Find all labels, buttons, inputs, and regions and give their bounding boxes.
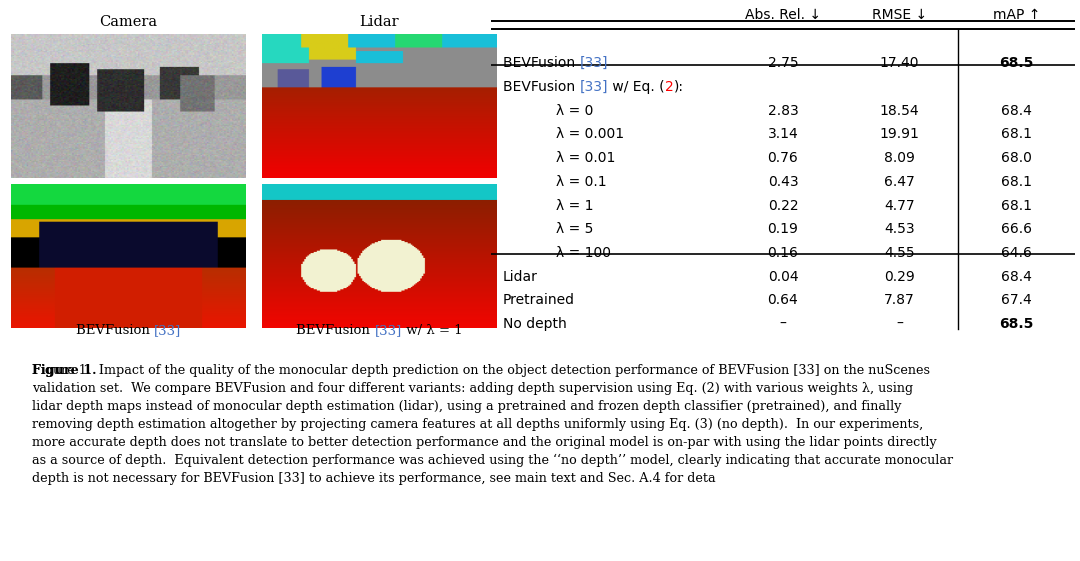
Text: 68.0: 68.0 bbox=[1001, 151, 1031, 165]
Text: 0.16: 0.16 bbox=[768, 246, 798, 260]
Text: 68.4: 68.4 bbox=[1001, 270, 1031, 284]
Text: 17.40: 17.40 bbox=[880, 56, 919, 70]
Text: Figure 1.: Figure 1. bbox=[32, 364, 97, 377]
Text: –: – bbox=[780, 317, 786, 331]
Text: λ = 0.001: λ = 0.001 bbox=[555, 127, 623, 141]
Text: 7.87: 7.87 bbox=[885, 293, 915, 307]
Text: 19.91: 19.91 bbox=[880, 127, 919, 141]
Text: Lidar: Lidar bbox=[360, 15, 400, 29]
Text: 67.4: 67.4 bbox=[1001, 293, 1031, 307]
Text: 0.64: 0.64 bbox=[768, 293, 798, 307]
Text: BEVFusion: BEVFusion bbox=[503, 56, 580, 70]
Text: 68.1: 68.1 bbox=[1001, 127, 1031, 141]
Text: λ = 1: λ = 1 bbox=[555, 199, 593, 213]
Text: BEVFusion: BEVFusion bbox=[296, 324, 375, 338]
Text: λ = 100: λ = 100 bbox=[555, 246, 610, 260]
Text: ):: ): bbox=[674, 80, 684, 94]
Text: –: – bbox=[896, 317, 903, 331]
Text: 0.04: 0.04 bbox=[768, 270, 798, 284]
Text: 64.6: 64.6 bbox=[1001, 246, 1031, 260]
Text: Abs. Rel. ↓: Abs. Rel. ↓ bbox=[745, 8, 821, 22]
Text: w/ λ = 1: w/ λ = 1 bbox=[402, 324, 462, 338]
Text: 0.76: 0.76 bbox=[768, 151, 798, 165]
Text: 68.4: 68.4 bbox=[1001, 104, 1031, 118]
Text: 2.83: 2.83 bbox=[768, 104, 798, 118]
Text: 4.55: 4.55 bbox=[885, 246, 915, 260]
Text: Camera: Camera bbox=[99, 15, 158, 29]
Text: 68.1: 68.1 bbox=[1001, 175, 1031, 189]
Text: 0.29: 0.29 bbox=[885, 270, 915, 284]
Text: 68.5: 68.5 bbox=[999, 317, 1034, 331]
Text: [33]: [33] bbox=[153, 324, 181, 338]
Text: Pretrained: Pretrained bbox=[503, 293, 575, 307]
Text: 6.47: 6.47 bbox=[885, 175, 915, 189]
Text: 18.54: 18.54 bbox=[880, 104, 919, 118]
Text: RMSE ↓: RMSE ↓ bbox=[872, 8, 928, 22]
Text: BEVFusion: BEVFusion bbox=[503, 80, 580, 94]
Text: 0.43: 0.43 bbox=[768, 175, 798, 189]
Text: 68.5: 68.5 bbox=[999, 56, 1034, 70]
Text: 3.14: 3.14 bbox=[768, 127, 798, 141]
Text: 68.1: 68.1 bbox=[1001, 199, 1031, 213]
Text: 0.22: 0.22 bbox=[768, 199, 798, 213]
Text: 8.09: 8.09 bbox=[885, 151, 915, 165]
Text: λ = 5: λ = 5 bbox=[555, 222, 593, 236]
Text: 4.53: 4.53 bbox=[885, 222, 915, 236]
Text: 0.19: 0.19 bbox=[768, 222, 798, 236]
Text: λ = 0.01: λ = 0.01 bbox=[555, 151, 615, 165]
Text: Figure 1.  Impact of the quality of the monocular depth prediction on the object: Figure 1. Impact of the quality of the m… bbox=[32, 364, 954, 485]
Text: [33]: [33] bbox=[375, 324, 402, 338]
Text: w/ Eq. (: w/ Eq. ( bbox=[608, 80, 664, 94]
Text: mAP ↑: mAP ↑ bbox=[993, 8, 1040, 22]
Text: No depth: No depth bbox=[503, 317, 567, 331]
Text: λ = 0.1: λ = 0.1 bbox=[555, 175, 606, 189]
Text: BEVFusion: BEVFusion bbox=[76, 324, 153, 338]
Text: [33]: [33] bbox=[580, 56, 608, 70]
Text: [33]: [33] bbox=[580, 80, 608, 94]
Text: Lidar: Lidar bbox=[503, 270, 538, 284]
Text: 4.77: 4.77 bbox=[885, 199, 915, 213]
Text: λ = 0: λ = 0 bbox=[555, 104, 593, 118]
Text: 66.6: 66.6 bbox=[1001, 222, 1031, 236]
Text: 2: 2 bbox=[664, 80, 674, 94]
Text: 2.75: 2.75 bbox=[768, 56, 798, 70]
